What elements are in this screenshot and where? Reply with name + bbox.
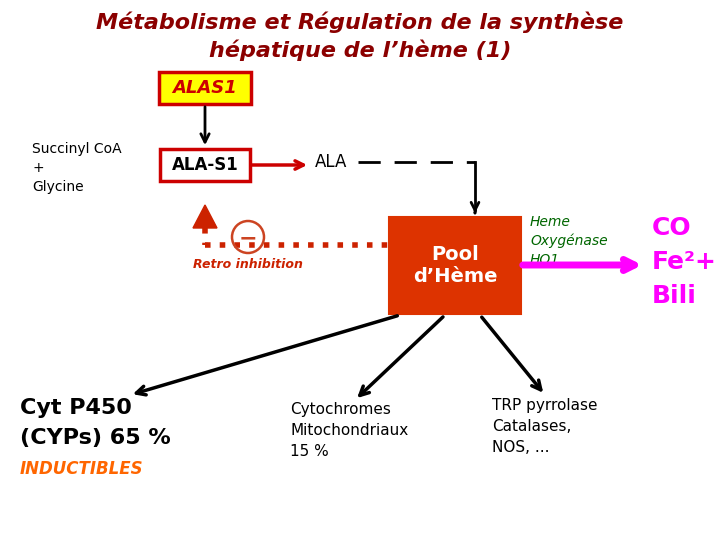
- Text: Retro inhibition: Retro inhibition: [193, 259, 303, 272]
- Text: INDUCTIBLES: INDUCTIBLES: [20, 460, 143, 478]
- Text: −: −: [239, 228, 257, 248]
- Text: Bili: Bili: [652, 284, 697, 308]
- Text: Cytochromes
Mitochondriaux
15 %: Cytochromes Mitochondriaux 15 %: [290, 402, 408, 459]
- Text: Fe²+: Fe²+: [652, 250, 717, 274]
- FancyBboxPatch shape: [160, 149, 250, 181]
- Text: (CYPs) 65 %: (CYPs) 65 %: [20, 428, 171, 448]
- Text: ALA-S1: ALA-S1: [171, 156, 238, 174]
- Polygon shape: [193, 205, 217, 228]
- Text: Cyt P450: Cyt P450: [20, 398, 132, 418]
- Text: CO: CO: [652, 216, 692, 240]
- Text: ALA: ALA: [315, 153, 347, 171]
- FancyBboxPatch shape: [389, 217, 521, 314]
- FancyBboxPatch shape: [159, 72, 251, 104]
- Text: hépatique de l’hème (1): hépatique de l’hème (1): [209, 39, 511, 60]
- Text: ALAS1: ALAS1: [173, 79, 238, 97]
- Text: TRP pyrrolase
Catalases,
NOS, ...: TRP pyrrolase Catalases, NOS, ...: [492, 398, 598, 455]
- Text: Heme
Oxygénase
HO1: Heme Oxygénase HO1: [530, 215, 608, 267]
- Text: Pool
d’Hème: Pool d’Hème: [413, 245, 498, 286]
- Text: Métabolisme et Régulation de la synthèse: Métabolisme et Régulation de la synthèse: [96, 11, 624, 33]
- Text: Succinyl CoA
+
Glycine: Succinyl CoA + Glycine: [32, 141, 122, 194]
